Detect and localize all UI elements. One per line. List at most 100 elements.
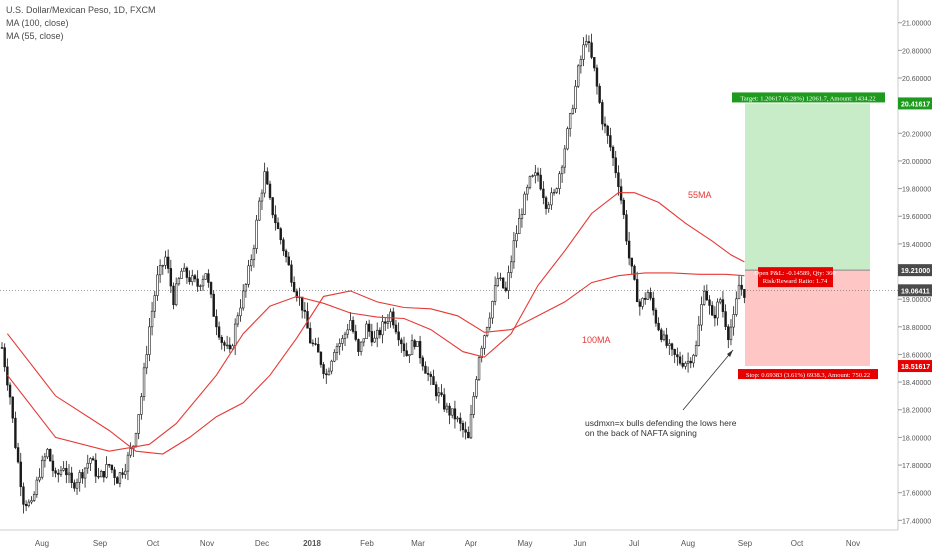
candle-down	[284, 250, 288, 258]
candle-up	[242, 290, 245, 309]
x-tick-label: Mar	[411, 539, 425, 548]
candle-down	[3, 347, 6, 368]
candle-up	[153, 295, 156, 312]
candle-down	[625, 214, 628, 242]
candle-down	[660, 329, 663, 340]
candle-down	[609, 135, 612, 148]
candle-up	[568, 113, 572, 129]
candle-up	[480, 347, 483, 358]
ma55-line[interactable]	[6, 192, 745, 452]
candle-up	[555, 188, 558, 193]
ma100-annotation: 100MA	[582, 335, 611, 345]
y-tick-label: 19.80000	[902, 187, 931, 194]
candle-up	[148, 326, 151, 355]
candle-down	[633, 265, 636, 280]
candle-down	[424, 365, 427, 374]
legend-ma100[interactable]: MA (100, close)	[6, 18, 69, 28]
candle-down	[501, 277, 505, 289]
candle-up	[129, 448, 132, 456]
candle-up	[250, 259, 253, 267]
x-tick-label: Aug	[681, 539, 695, 548]
candle-up	[75, 482, 79, 489]
candle-up	[362, 338, 365, 343]
y-tick-label: 17.60000	[902, 491, 931, 498]
candle-up	[381, 321, 384, 336]
candle-up	[365, 323, 368, 340]
candle-up	[38, 476, 41, 481]
x-tick-label: Jun	[574, 539, 587, 548]
y-tick-label: 18.20000	[902, 408, 931, 415]
candle-up	[499, 277, 502, 280]
current-price-tag-box	[898, 284, 932, 297]
candle-down	[0, 347, 4, 349]
target-label-text: Target: 1.20617 (6.28%) 12061.7, Amount:…	[740, 95, 875, 102]
candle-down	[727, 326, 730, 341]
candle-up	[684, 362, 687, 367]
symbol-title[interactable]: U.S. Dollar/Mexican Peso, 1D, FXCM	[6, 5, 156, 15]
candle-up	[563, 148, 567, 168]
candle-down	[590, 42, 593, 58]
stop-label-box[interactable]	[738, 369, 878, 380]
candle-up	[737, 284, 741, 300]
candle-down	[276, 222, 280, 229]
candle-up	[560, 166, 564, 175]
note-line-1: usdmxn=x bulls defending the lows here	[585, 418, 737, 428]
candle-up	[86, 462, 89, 469]
candle-down	[266, 171, 269, 185]
candle-down	[212, 293, 215, 317]
candle-down	[193, 275, 197, 280]
candle-down	[724, 311, 727, 327]
x-tick-label: Feb	[360, 539, 374, 548]
candle-up	[239, 307, 242, 317]
candle-down	[14, 417, 17, 448]
ma55-annotation: 55MA	[688, 190, 712, 200]
y-tick-label: 18.00000	[902, 435, 931, 442]
candle-down	[207, 273, 210, 283]
candle-down	[442, 394, 446, 410]
candle-up	[558, 173, 561, 189]
candle-down	[22, 486, 25, 505]
target-label-box[interactable]	[732, 92, 885, 103]
y-tick-label: 20.20000	[902, 131, 931, 138]
candle-down	[314, 343, 317, 345]
candle-down	[394, 324, 398, 333]
legend-ma55[interactable]: MA (55, close)	[6, 31, 64, 41]
candle-up	[518, 217, 521, 234]
candle-down	[413, 340, 416, 347]
candle-down	[635, 279, 639, 303]
open-pl-box[interactable]	[758, 267, 833, 288]
x-tick-label: Nov	[846, 539, 860, 548]
target-zone[interactable]	[745, 103, 870, 271]
candle-down	[434, 384, 438, 397]
candle-down	[611, 146, 615, 159]
candle-up	[488, 317, 491, 328]
candle-up	[386, 321, 390, 324]
candle-down	[448, 405, 451, 416]
note-arrow-head	[727, 350, 733, 357]
candle-down	[354, 331, 357, 340]
candle-down	[357, 339, 360, 352]
candle-down	[351, 320, 355, 332]
candle-up	[491, 301, 494, 319]
candle-up	[475, 379, 478, 397]
candle-down	[710, 305, 714, 316]
candle-down	[57, 472, 60, 475]
candle-down	[603, 123, 607, 127]
candle-up	[27, 501, 30, 507]
candle-down	[290, 264, 293, 283]
candle-down	[303, 309, 307, 312]
candle-down	[24, 504, 28, 507]
candle-down	[601, 102, 604, 125]
y-tick-label: 18.40000	[902, 380, 931, 387]
candle-up	[124, 470, 127, 475]
y-tick-label: 17.80000	[902, 463, 931, 470]
candle-down	[166, 256, 170, 269]
candle-down	[614, 157, 617, 174]
candle-down	[598, 85, 601, 103]
candle-down	[721, 299, 725, 312]
candle-up	[258, 200, 261, 221]
candle-up	[526, 187, 529, 195]
candle-up	[142, 367, 146, 397]
ma100-line[interactable]	[6, 272, 745, 455]
